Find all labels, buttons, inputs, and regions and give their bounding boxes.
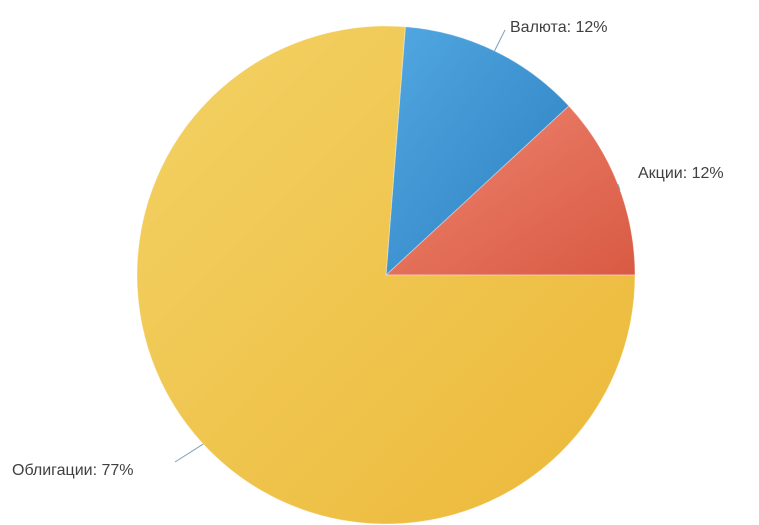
leader-lines-layer [174, 29, 621, 463]
data-label-3: Облигации: 77% [12, 462, 134, 479]
leader-line-2 [494, 29, 506, 52]
data-labels-layer: Акции: 12% Валюта: 12% Облигации: 77% [12, 19, 724, 479]
pie-slice-3 [136, 25, 636, 525]
leader-line-3 [174, 443, 204, 463]
pie-slice-2 [385, 26, 570, 277]
data-label-1: Акции: 12% [638, 165, 724, 182]
leader-line-1 [617, 184, 621, 191]
slices-layer [136, 25, 636, 525]
data-label-2: Валюта: 12% [510, 19, 608, 36]
